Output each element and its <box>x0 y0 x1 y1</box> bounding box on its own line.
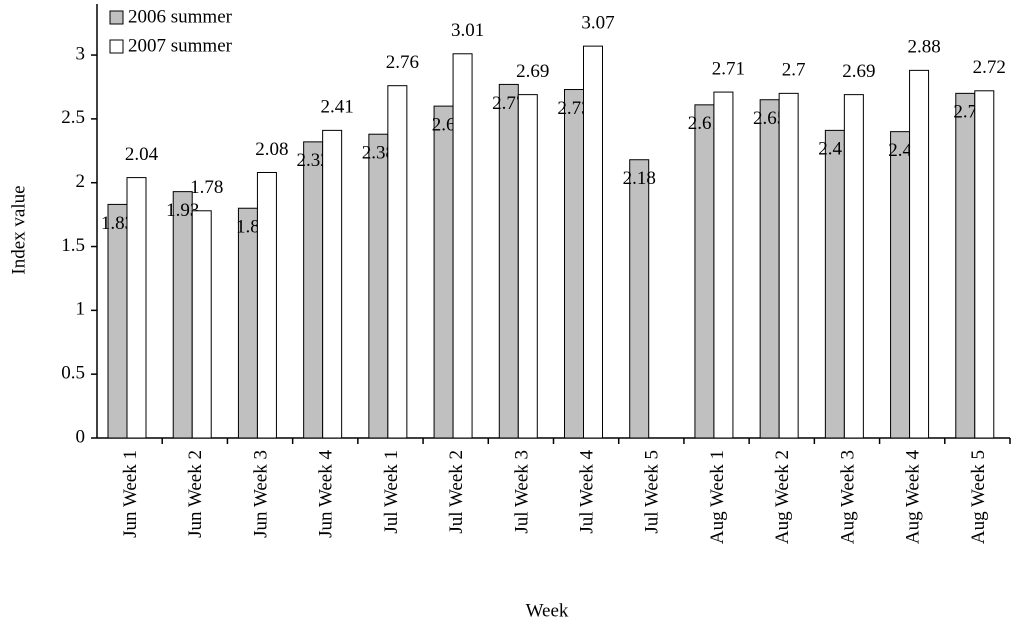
bar <box>172 191 193 439</box>
x-tick-label: Aug Week 4 <box>903 450 924 545</box>
data-label: 2.72 <box>973 57 1006 78</box>
bar <box>890 131 911 439</box>
x-tick-label: Jul Week 1 <box>381 450 402 534</box>
x-tick-label: Jun Week 2 <box>185 450 206 538</box>
bar <box>126 177 147 439</box>
data-label: 2.41 <box>818 139 851 160</box>
data-label: 2.88 <box>907 37 940 58</box>
x-tick-label: Jul Week 2 <box>446 450 467 534</box>
x-tick-label: Aug Week 2 <box>772 450 793 544</box>
bar <box>517 94 538 439</box>
data-label: 2.4 <box>888 140 912 161</box>
data-label: 1.78 <box>190 177 223 198</box>
bar <box>107 203 128 439</box>
bar <box>694 104 715 439</box>
y-axis-label: Index value <box>8 185 29 274</box>
bar <box>498 83 519 439</box>
bar <box>322 129 343 439</box>
x-tick-label: Jul Week 4 <box>576 450 597 534</box>
bar <box>452 53 473 439</box>
x-tick-label: Aug Week 5 <box>968 450 989 544</box>
data-label: 2.73 <box>557 98 590 119</box>
legend-swatch <box>109 39 124 54</box>
x-tick-label: Jun Week 4 <box>316 450 337 538</box>
bar <box>974 90 995 439</box>
bar <box>778 92 799 439</box>
y-tick-label: 0 <box>76 426 86 447</box>
legend-label: 2007 summer <box>128 35 233 56</box>
x-tick-label: Jul Week 5 <box>642 450 663 534</box>
x-tick-label: Jul Week 3 <box>511 450 532 534</box>
data-label: 3.01 <box>451 20 484 41</box>
x-tick-label: Aug Week 1 <box>707 450 728 544</box>
data-label: 2.69 <box>842 61 875 82</box>
bar <box>583 45 603 439</box>
x-axis-label: Week <box>526 600 569 621</box>
x-tick-label: Aug Week 3 <box>837 450 858 544</box>
bar <box>387 85 408 439</box>
y-tick-label: 1.5 <box>61 235 85 256</box>
data-label: 2.18 <box>623 168 656 189</box>
y-tick-label: 0.5 <box>61 363 85 384</box>
data-label: 1.83 <box>101 213 134 234</box>
data-label: 2.65 <box>753 108 786 129</box>
data-label: 2.38 <box>362 143 395 164</box>
data-label: 3.07 <box>581 12 614 33</box>
data-label: 2.69 <box>516 61 549 82</box>
bar <box>759 99 780 439</box>
legend-swatch <box>109 10 124 25</box>
y-tick-label: 2 <box>76 171 86 192</box>
data-label: 2.61 <box>688 113 721 134</box>
legend-label: 2006 summer <box>128 6 233 27</box>
y-tick-label: 3 <box>76 43 86 64</box>
data-label: 2.41 <box>321 97 354 118</box>
data-label: 1.8 <box>236 217 260 238</box>
data-label: 2.7 <box>953 102 977 123</box>
bar <box>955 92 976 439</box>
data-label: 2.04 <box>125 144 159 165</box>
bar <box>368 133 389 439</box>
data-label: 2.32 <box>297 150 330 171</box>
bar <box>629 159 650 439</box>
bar <box>191 210 212 439</box>
bar <box>824 129 845 439</box>
bar <box>433 105 454 439</box>
data-label: 2.76 <box>386 52 419 73</box>
data-label: 1.93 <box>166 200 199 221</box>
y-tick-label: 1 <box>76 299 86 320</box>
bar <box>256 171 277 439</box>
data-label: 2.6 <box>432 114 456 135</box>
bar <box>843 94 864 439</box>
data-label: 2.7 <box>782 60 806 81</box>
data-label: 2.77 <box>492 93 525 114</box>
y-tick-label: 2.5 <box>61 107 85 128</box>
bar <box>237 207 258 439</box>
data-label: 2.71 <box>712 58 745 79</box>
bar <box>303 141 324 439</box>
bar <box>564 89 584 439</box>
bar <box>713 91 734 439</box>
x-tick-label: Jun Week 3 <box>250 450 271 538</box>
data-label: 2.08 <box>255 139 288 160</box>
x-tick-label: Jun Week 1 <box>120 450 141 538</box>
bar <box>909 69 930 439</box>
